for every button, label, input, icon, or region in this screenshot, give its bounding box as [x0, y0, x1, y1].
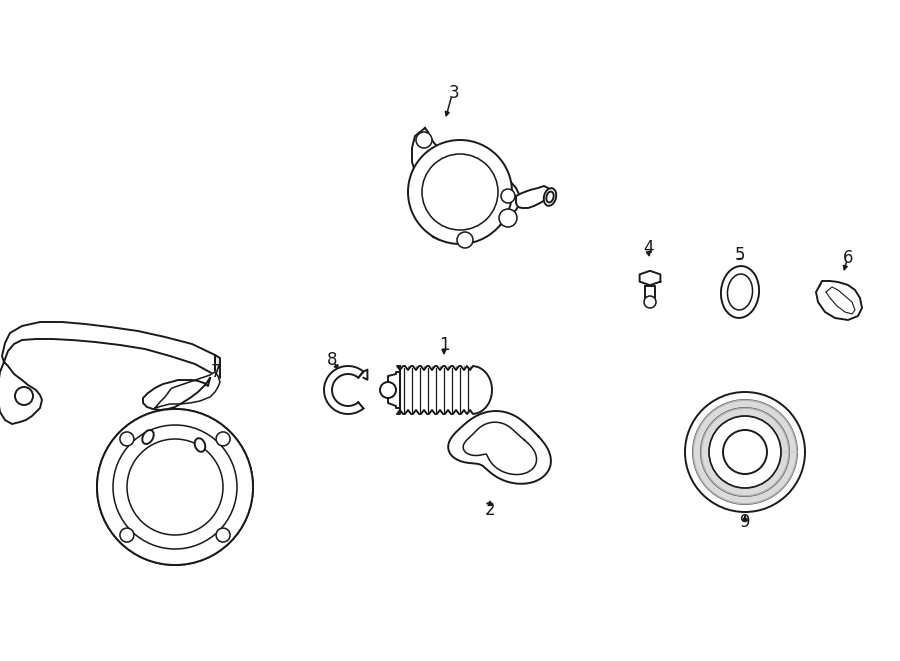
Circle shape	[709, 416, 781, 488]
Polygon shape	[155, 372, 220, 408]
Polygon shape	[397, 366, 492, 414]
Polygon shape	[324, 366, 364, 414]
Text: 7: 7	[211, 363, 221, 381]
Circle shape	[97, 409, 253, 565]
Circle shape	[120, 528, 134, 542]
Circle shape	[644, 296, 656, 308]
Circle shape	[693, 400, 797, 504]
Text: 8: 8	[327, 351, 338, 369]
Polygon shape	[2, 322, 215, 375]
Polygon shape	[701, 408, 789, 496]
Circle shape	[457, 232, 473, 248]
Circle shape	[685, 392, 805, 512]
Text: 6: 6	[842, 249, 853, 267]
Circle shape	[501, 189, 515, 203]
Circle shape	[723, 430, 767, 474]
Ellipse shape	[544, 188, 556, 206]
Polygon shape	[412, 128, 520, 241]
Polygon shape	[816, 281, 862, 320]
Text: 2: 2	[485, 501, 495, 519]
Ellipse shape	[721, 266, 759, 318]
Text: 4: 4	[643, 239, 653, 257]
Text: 5: 5	[734, 246, 745, 264]
Circle shape	[422, 154, 498, 230]
Circle shape	[97, 409, 253, 565]
Text: 9: 9	[740, 513, 751, 531]
Circle shape	[499, 209, 517, 227]
Polygon shape	[0, 362, 42, 424]
Circle shape	[216, 432, 230, 446]
Polygon shape	[143, 378, 210, 410]
Text: 3: 3	[449, 84, 459, 102]
Circle shape	[127, 439, 223, 535]
Polygon shape	[448, 411, 551, 484]
Polygon shape	[388, 372, 400, 408]
Polygon shape	[720, 260, 760, 324]
Circle shape	[701, 408, 789, 496]
Polygon shape	[640, 271, 661, 285]
Ellipse shape	[546, 192, 554, 202]
Ellipse shape	[721, 266, 759, 318]
Circle shape	[380, 382, 396, 398]
Text: 1: 1	[438, 336, 449, 354]
Circle shape	[408, 140, 512, 244]
Ellipse shape	[727, 274, 752, 310]
Ellipse shape	[142, 430, 154, 444]
Polygon shape	[693, 400, 797, 504]
Polygon shape	[516, 186, 550, 208]
Circle shape	[120, 432, 134, 446]
Polygon shape	[645, 286, 655, 302]
Polygon shape	[215, 355, 220, 378]
Ellipse shape	[194, 438, 205, 452]
Circle shape	[416, 132, 432, 148]
Circle shape	[15, 387, 33, 405]
Circle shape	[216, 528, 230, 542]
Polygon shape	[364, 369, 367, 379]
Ellipse shape	[727, 274, 752, 310]
Circle shape	[113, 425, 237, 549]
